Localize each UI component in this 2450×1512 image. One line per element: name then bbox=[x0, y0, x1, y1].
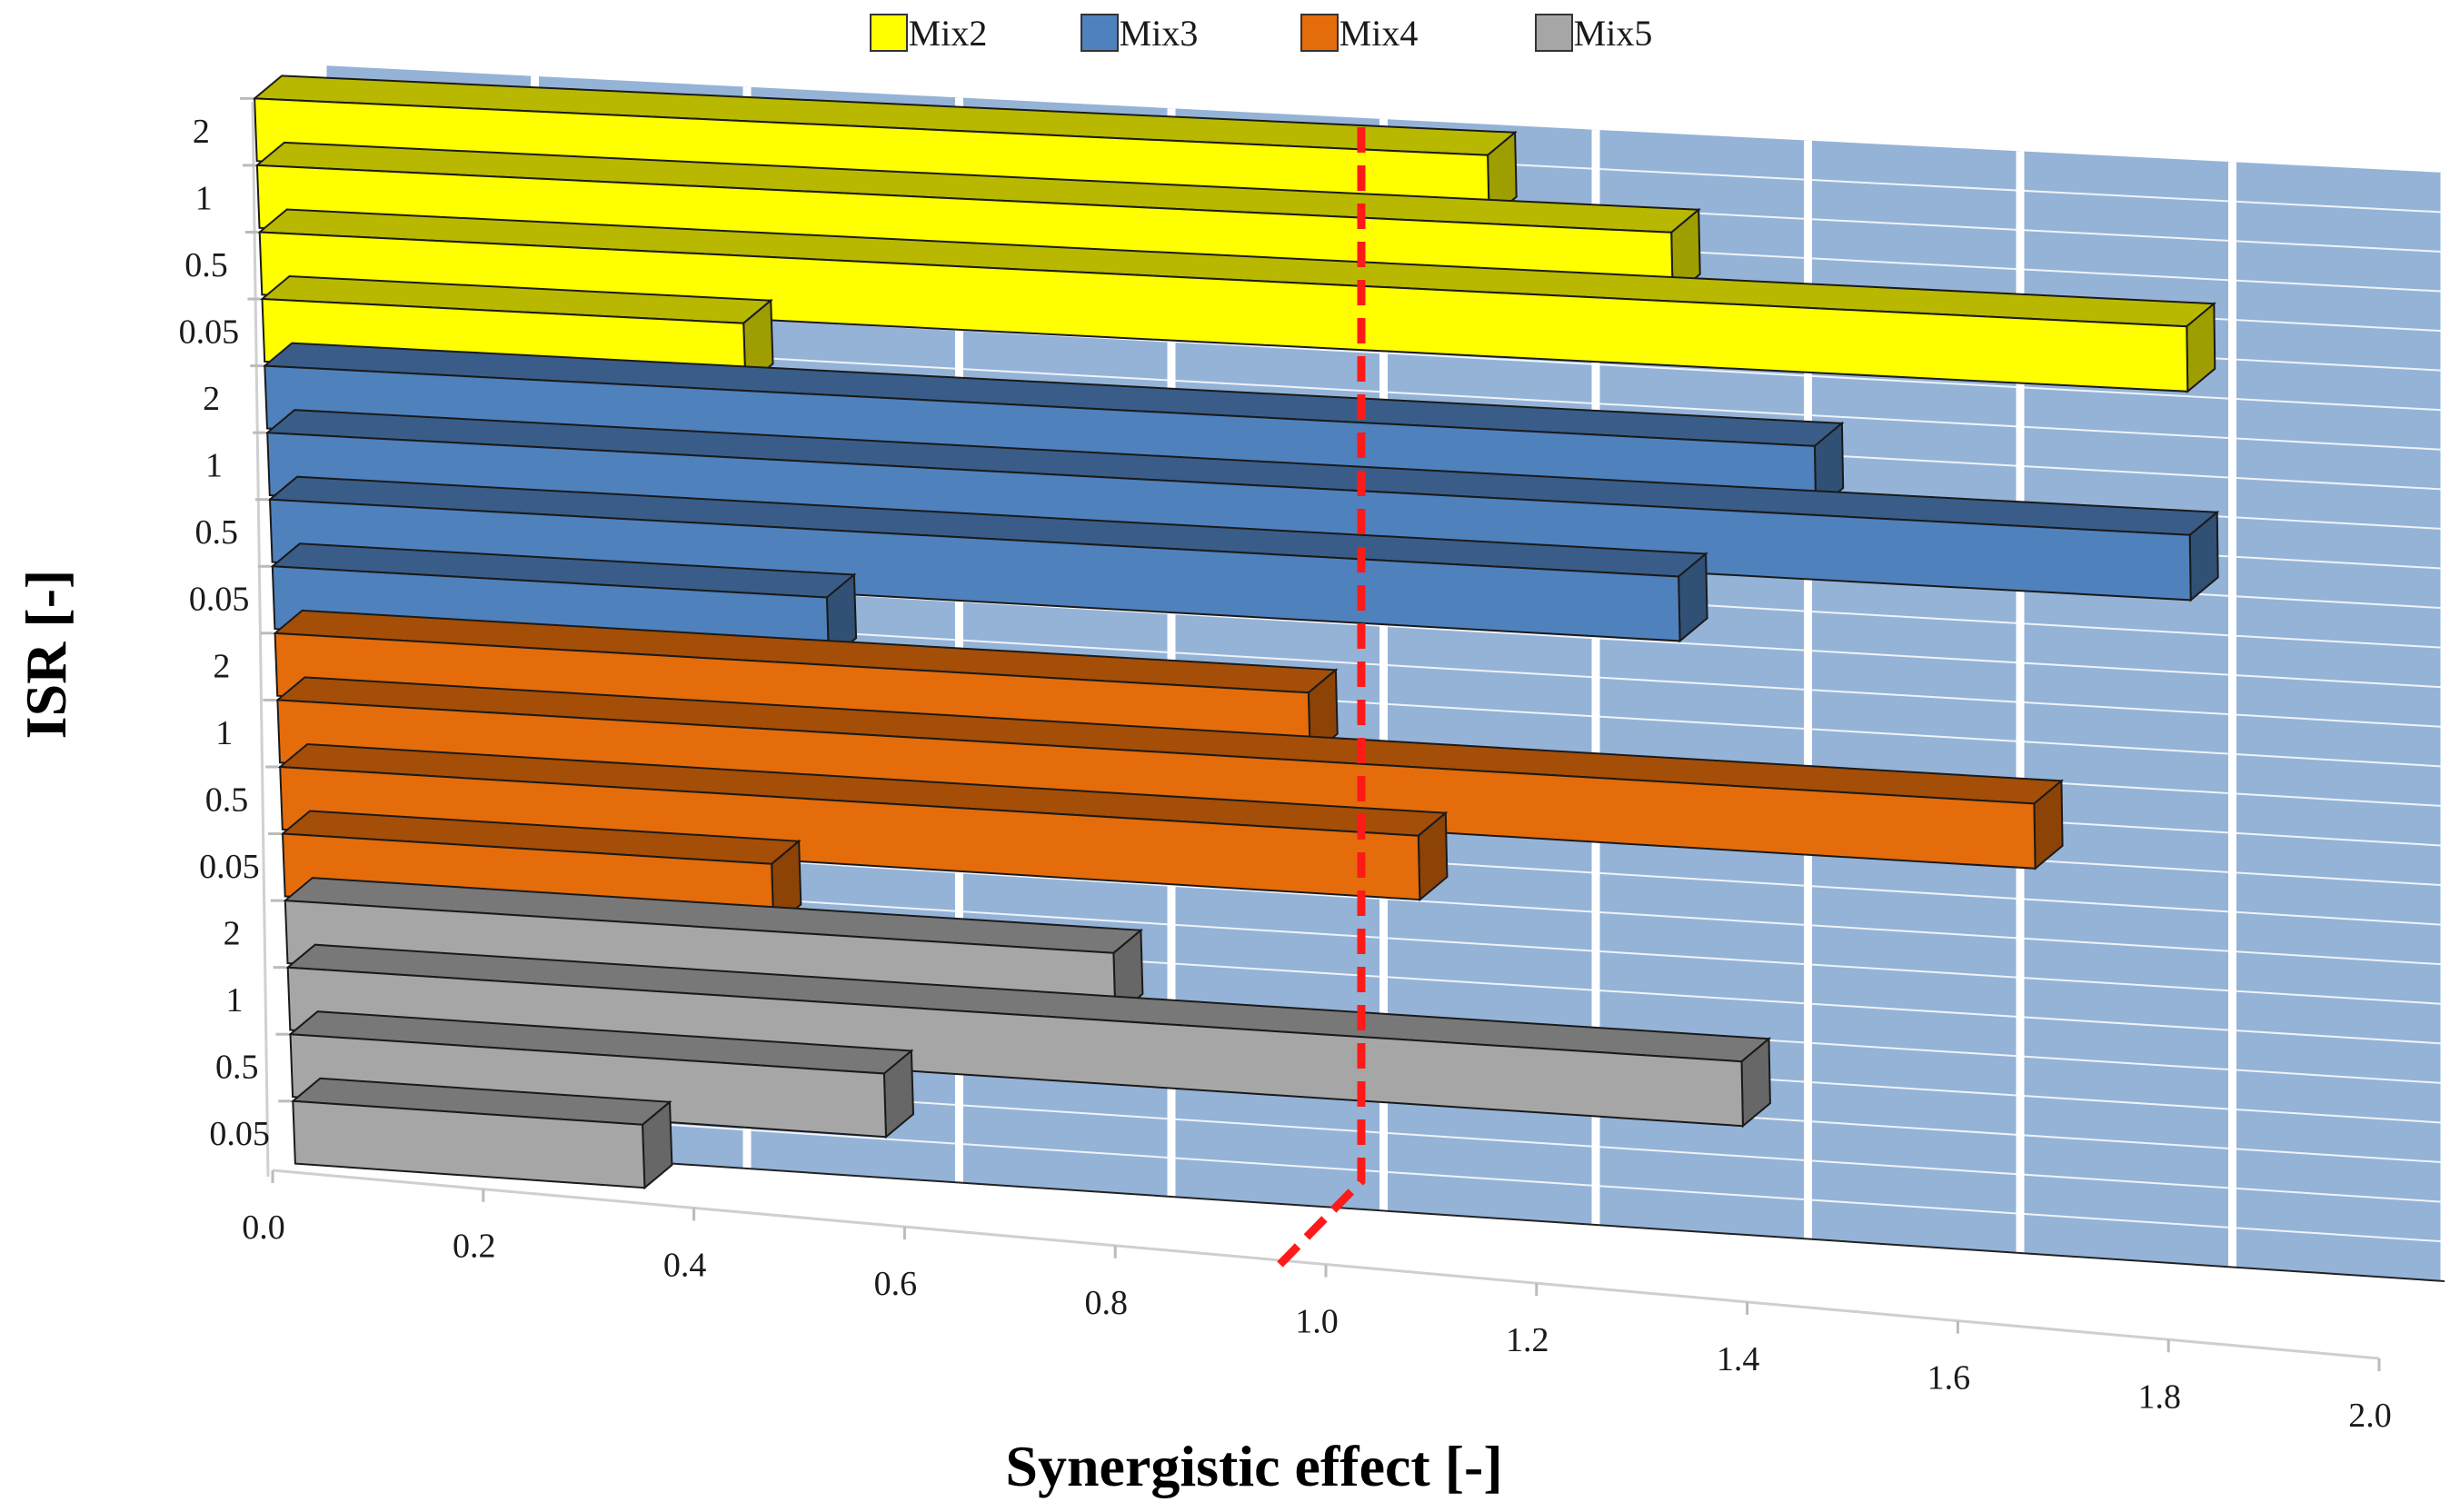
bar-front-face bbox=[258, 231, 2189, 393]
x-tick-label: 2.0 bbox=[2348, 1397, 2392, 1435]
x-tick-label: 1.2 bbox=[1506, 1321, 1549, 1359]
x-tick-label: 0.2 bbox=[453, 1228, 496, 1266]
bars-layer bbox=[252, 75, 2220, 1190]
y-tick-label: 2 bbox=[213, 647, 230, 685]
y-tick-label: 1 bbox=[205, 447, 223, 485]
bar-front-face bbox=[279, 765, 1421, 901]
legend-label-mix4: Mix4 bbox=[1340, 13, 1419, 54]
y-tick-label: 0.05 bbox=[179, 313, 240, 351]
y-tick-label: 0.05 bbox=[199, 848, 260, 886]
legend-label-mix5: Mix5 bbox=[1574, 13, 1653, 54]
bar-front-face bbox=[286, 966, 1744, 1128]
bar-front-face bbox=[276, 699, 2037, 870]
legend-swatch-mix4 bbox=[1300, 14, 1339, 52]
bar-mix2-isr-0.5 bbox=[257, 208, 2216, 393]
bar-mix3-isr-0.5 bbox=[267, 475, 1708, 643]
bar-mix4-isr-1 bbox=[274, 676, 2064, 870]
y-tick-label: 0.5 bbox=[195, 513, 239, 552]
x-tick-label: 1.8 bbox=[2137, 1378, 2181, 1416]
x-tick-label: 1.4 bbox=[1717, 1340, 1760, 1378]
legend-swatch-mix3 bbox=[1081, 14, 1119, 52]
bar-mix5-isr-1 bbox=[285, 943, 1772, 1129]
y-axis-line bbox=[251, 101, 270, 1178]
y-tick-label: 0.05 bbox=[209, 1115, 270, 1153]
x-tick-label: 1.6 bbox=[1927, 1359, 1971, 1398]
bar-mix3-isr-1 bbox=[264, 409, 2220, 602]
bar-mix4-isr-0.5 bbox=[277, 742, 1449, 902]
y-tick-label: 2 bbox=[203, 380, 220, 418]
legend-label-mix2: Mix2 bbox=[909, 13, 988, 54]
x-tick-label: 0.4 bbox=[663, 1246, 707, 1284]
legend: Mix2 Mix3 Mix4 Mix5 bbox=[870, 13, 1653, 54]
y-tick-label: 0.5 bbox=[184, 246, 228, 284]
y-tick-label: 0.5 bbox=[215, 1049, 259, 1087]
bar-front-face bbox=[289, 1033, 888, 1139]
wall-bottom-edge bbox=[322, 1139, 2445, 1282]
bar-mix5-isr-0.05 bbox=[290, 1077, 673, 1190]
bar-front-face bbox=[266, 432, 2192, 602]
x-tick-label: 1.0 bbox=[1295, 1303, 1339, 1341]
reference-line bbox=[1273, 127, 1366, 1271]
y-tick-label: 1 bbox=[215, 714, 233, 752]
y-tick-label: 1 bbox=[195, 179, 213, 217]
y-tick-label: 2 bbox=[224, 915, 241, 953]
bar-front-face bbox=[292, 1099, 646, 1189]
y-tick-label: 1 bbox=[225, 981, 243, 1020]
x-tick-label: 0.6 bbox=[874, 1265, 918, 1303]
x-tick-label: 0.0 bbox=[242, 1209, 285, 1247]
x-tick-label: 0.8 bbox=[1084, 1284, 1128, 1322]
legend-swatch-mix5 bbox=[1535, 14, 1573, 52]
y-tick-label: 0.05 bbox=[189, 581, 250, 619]
legend-swatch-mix2 bbox=[870, 14, 908, 52]
x-axis-title: Synergistic effect [-] bbox=[1005, 1434, 1502, 1498]
y-tick-label: 0.5 bbox=[205, 781, 249, 819]
legend-label-mix3: Mix3 bbox=[1120, 13, 1199, 54]
axes-layer: 0.0 0.2 0.4 0.6 0.8 1.0 1.2 1.4 1.6 1.8 2.0 2 1 0.5 0.… bbox=[179, 96, 2392, 1435]
bar-front-face bbox=[268, 498, 1681, 642]
y-axis-title: ISR [-] bbox=[14, 570, 78, 740]
bar-mix5-isr-0.5 bbox=[287, 1010, 915, 1139]
y-tick-label: 2 bbox=[193, 113, 210, 151]
